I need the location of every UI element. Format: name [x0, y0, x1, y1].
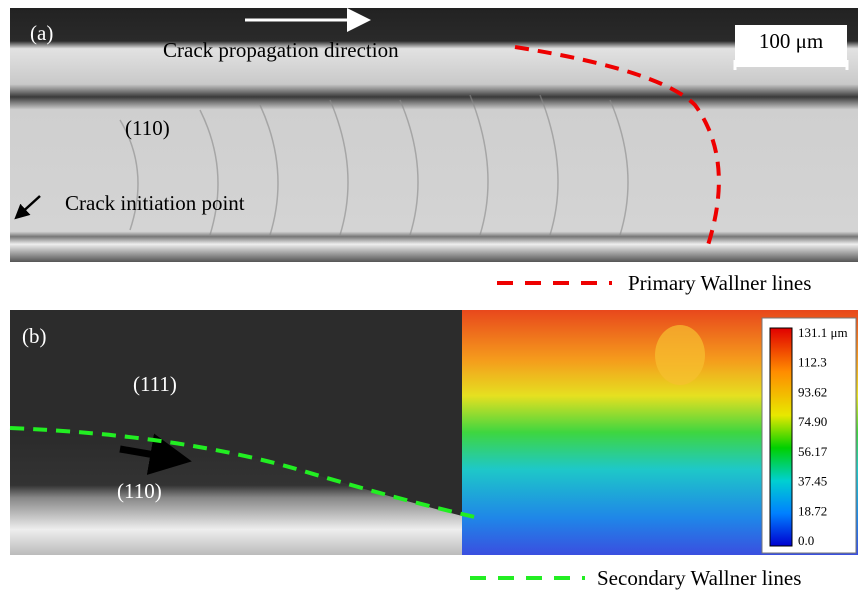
colorbar-label: 93.62: [798, 384, 827, 399]
scale-bar-text: 100 μm: [759, 29, 823, 53]
legend-text: Primary Wallner lines: [628, 271, 811, 295]
colorbar-label: 0.0: [798, 533, 814, 548]
colorbar-label: 131.1 μm: [798, 325, 848, 340]
colorbar-label: 37.45: [798, 474, 827, 489]
initiation-text: Crack initiation point: [65, 191, 245, 215]
figure: (a) Crack propagation direction 100 μm (…: [0, 0, 868, 592]
plane-label: (111): [133, 372, 177, 396]
plane-label: (110): [125, 116, 170, 140]
height-map-feature: [655, 325, 705, 385]
panel-label: (b): [22, 324, 47, 348]
panel-label: (a): [30, 21, 53, 45]
plane-label: (110): [117, 479, 162, 503]
colorbar-label: 56.17: [798, 444, 828, 459]
colorbar-label: 74.90: [798, 414, 827, 429]
page: {"panel_a": {"label": "(a)", "direction_…: [0, 0, 868, 592]
direction-text: Crack propagation direction: [163, 38, 399, 62]
colorbar-label: 18.72: [798, 503, 827, 518]
colorbar: [770, 328, 792, 546]
legend-text: Secondary Wallner lines: [597, 566, 801, 590]
colorbar-label: 112.3: [798, 355, 827, 370]
